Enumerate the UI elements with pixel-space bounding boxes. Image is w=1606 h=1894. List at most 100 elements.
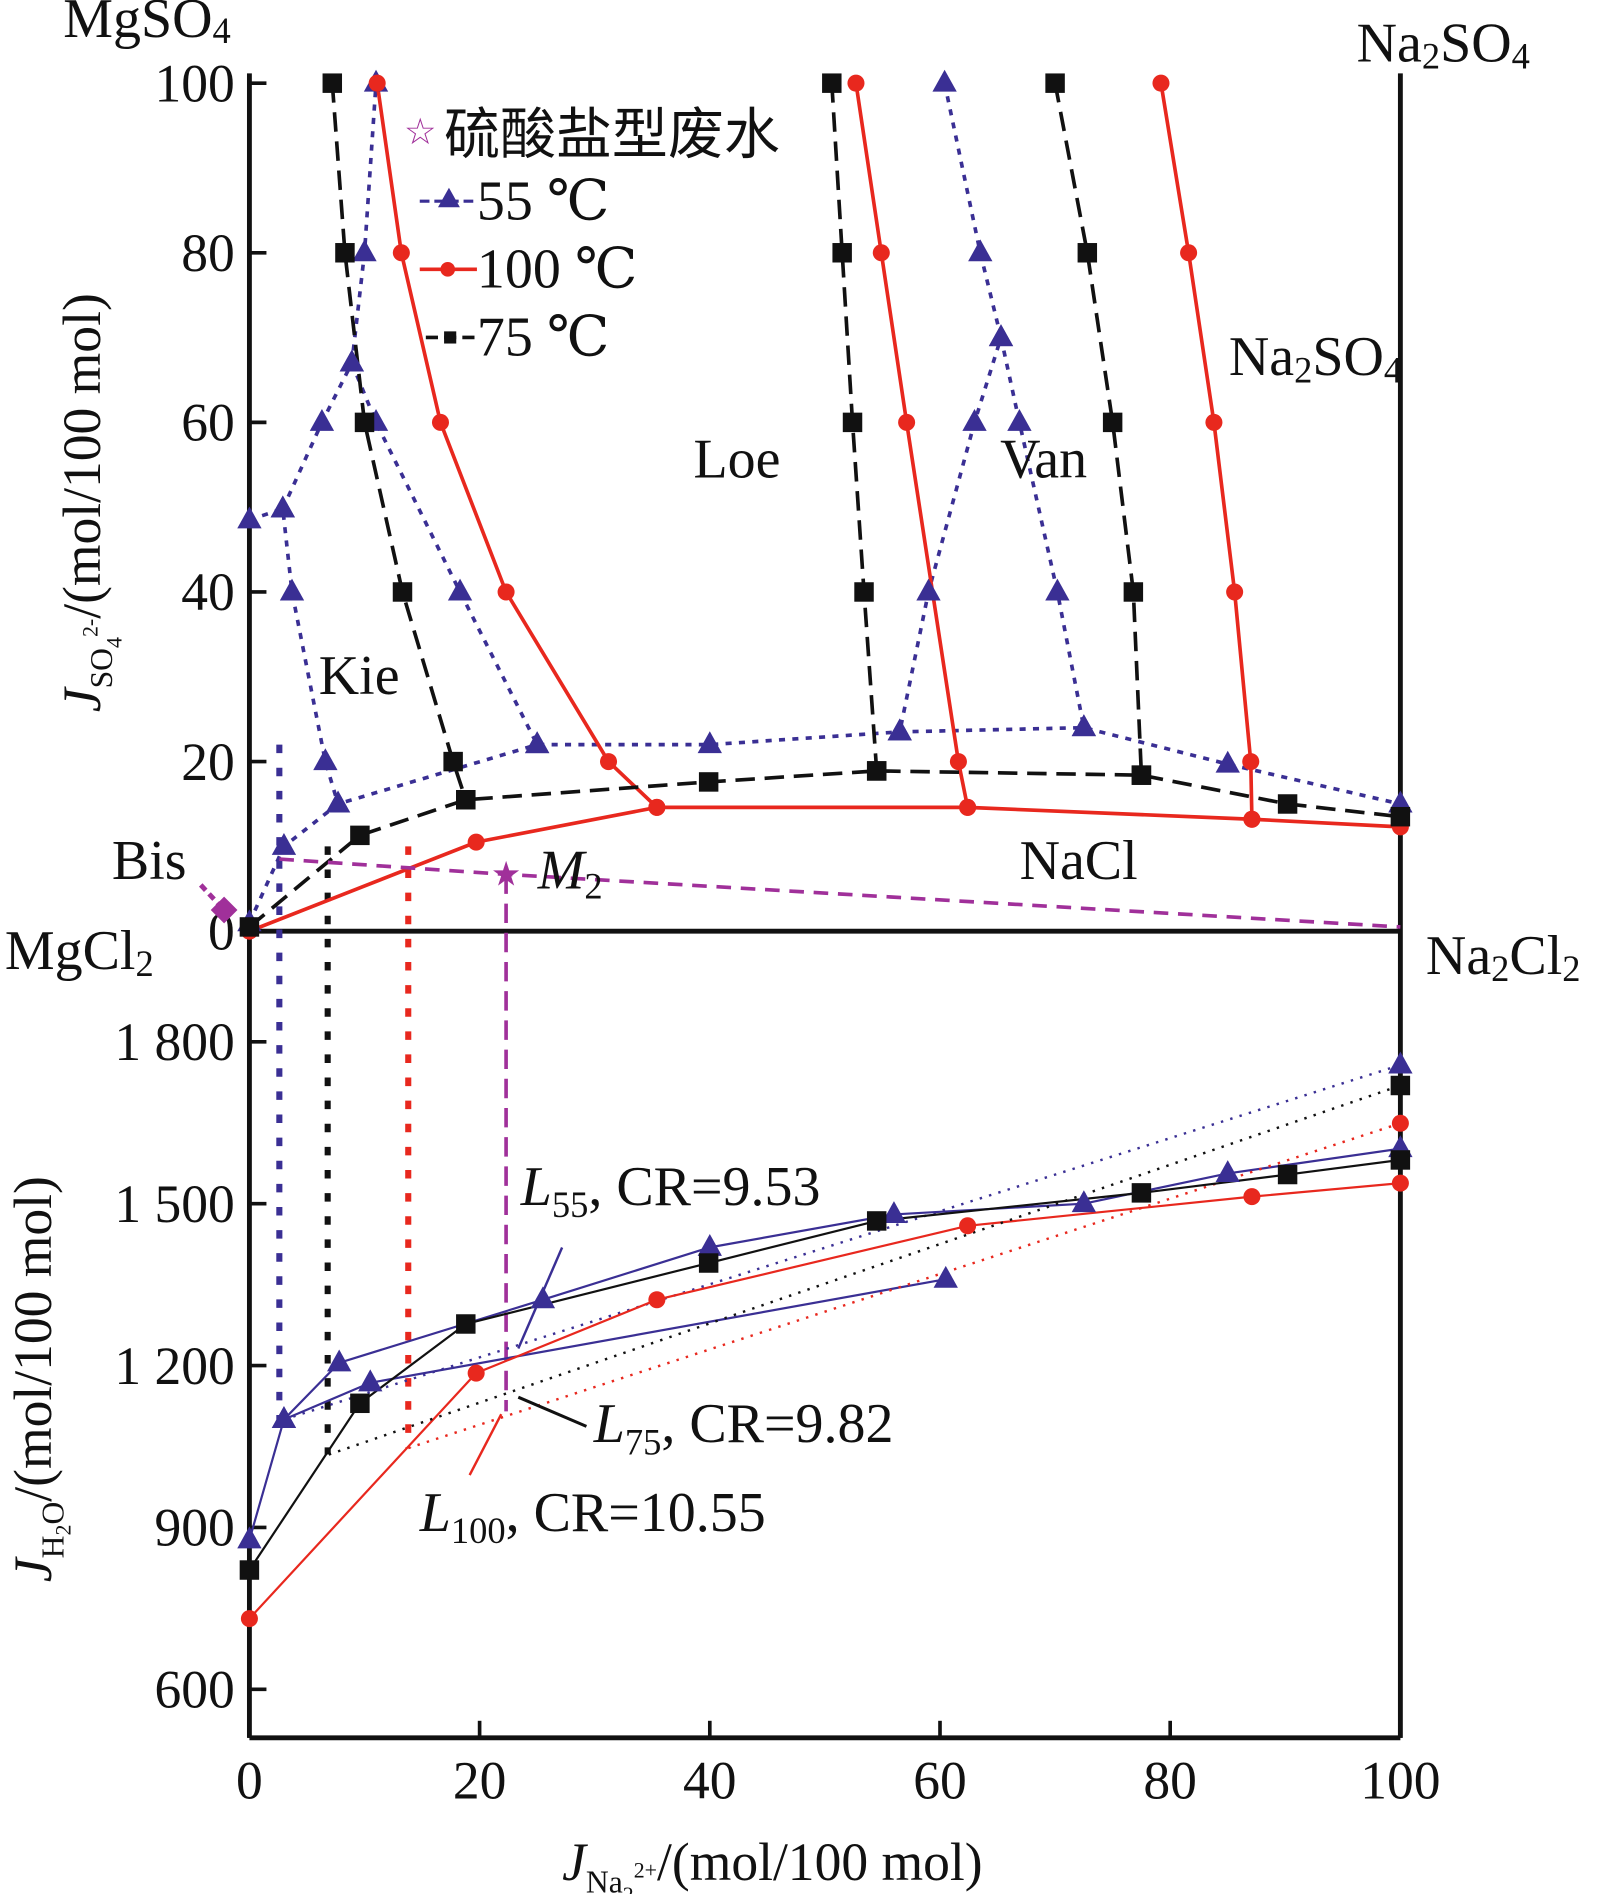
top-point-55 xyxy=(887,718,912,741)
top-point-100 xyxy=(431,413,449,431)
top-point-55 xyxy=(339,349,365,372)
top-y-tick-label: 20 xyxy=(181,732,235,792)
top-point-75 xyxy=(832,243,852,263)
bottom-point-75 xyxy=(1131,1183,1152,1203)
legend-label-wastewater: 硫酸盐型废水 xyxy=(444,105,780,167)
top-point-100 xyxy=(847,74,865,92)
top-point-100 xyxy=(1180,244,1198,262)
bottom-point-55 xyxy=(697,1233,722,1256)
x-tick-label: 20 xyxy=(453,1751,507,1811)
corner-label-na2so4: Na2SO4 xyxy=(1357,12,1530,76)
top-point-100 xyxy=(1205,413,1223,431)
top-point-75 xyxy=(822,73,842,93)
bottom-point-75 xyxy=(239,1560,260,1580)
top-point-100 xyxy=(648,798,666,816)
corner-label-mgcl2: MgCl2 xyxy=(5,920,154,984)
annotation-l100-arrow xyxy=(468,1413,503,1476)
x-tick-label: 60 xyxy=(913,1751,967,1811)
top-point-55 xyxy=(1215,750,1240,773)
top-y-tick-label: 80 xyxy=(181,223,235,283)
top-y-axis-label: JSO42-/(mol/100 mol) xyxy=(52,293,127,712)
top-point-75 xyxy=(1131,765,1152,785)
top-point-75 xyxy=(354,412,375,433)
top-point-55 xyxy=(1007,408,1032,431)
bottom-point-100 xyxy=(959,1217,977,1235)
top-point-55 xyxy=(447,578,473,601)
top-point-55 xyxy=(697,731,722,754)
annotation-l55-arrow xyxy=(517,1247,564,1349)
point-label-m2: M2 xyxy=(537,840,603,907)
x-axis-label: JNa22+/(mol/100 mol) xyxy=(562,1832,982,1894)
bottom-point-55 xyxy=(358,1369,383,1392)
top-phase-boundary-55 xyxy=(247,725,1401,924)
annotation-l55-text: L55, CR=9.53 xyxy=(520,1156,821,1225)
legend-star-icon: ☆ xyxy=(404,111,437,152)
annotation-l100-text: L100, CR=10.55 xyxy=(419,1482,766,1551)
region-label-loe: Loe xyxy=(694,428,781,490)
top-point-75 xyxy=(1277,794,1298,814)
axes xyxy=(246,73,1403,1741)
top-point-55 xyxy=(270,495,295,518)
top-point-100 xyxy=(1243,810,1261,828)
top-phase-boundary-100 xyxy=(248,805,1401,933)
top-point-55 xyxy=(279,578,305,601)
corner-label-mgso4: MgSO4 xyxy=(63,0,231,51)
bottom-point-100 xyxy=(240,1610,258,1628)
top-point-75 xyxy=(443,751,463,772)
annotation-l55: L55, CR=9.53 xyxy=(517,1156,821,1349)
top-phase-boundary-55 xyxy=(281,83,378,510)
top-point-100 xyxy=(1152,74,1170,92)
bottom-point-100 xyxy=(648,1291,666,1309)
bottom-point-55 xyxy=(933,1265,958,1288)
top-point-100 xyxy=(949,753,967,771)
top-point-75 xyxy=(239,917,260,937)
top-point-75 xyxy=(1390,806,1411,827)
region-label-kie: Kie xyxy=(319,645,400,707)
wastewater-line xyxy=(279,857,1401,929)
legend-triangle-icon xyxy=(438,187,460,208)
top-point-55 xyxy=(309,408,335,431)
x-tick-label: 100 xyxy=(1360,1751,1440,1811)
top-point-100 xyxy=(1242,753,1260,771)
top-point-75 xyxy=(854,582,874,602)
top-phase-boundary-75 xyxy=(330,83,468,801)
bottom-y-tick-label: 1 800 xyxy=(114,1012,234,1072)
bottom-point-75 xyxy=(1390,1150,1411,1170)
legend-label-75: 75 ℃ xyxy=(477,307,610,369)
legend-circle-icon xyxy=(440,262,456,277)
annotation-l75: L75, CR=9.82 xyxy=(517,1393,893,1462)
region-label-van: Van xyxy=(1000,428,1087,490)
x-tick-label: 40 xyxy=(683,1751,737,1811)
top-point-100 xyxy=(392,244,410,262)
bottom-y-axis-label: JH2O/(mol/100 mol) xyxy=(3,1176,75,1582)
top-point-75 xyxy=(1123,582,1144,602)
legend: ☆ 硫酸盐型废水 55 ℃ 100 ℃ 75 ℃ xyxy=(404,105,780,369)
bottom-point-100 xyxy=(1391,1174,1409,1192)
bottom-point-55 xyxy=(237,1526,262,1549)
bottom-point-75 xyxy=(456,1314,476,1334)
legend-square-icon xyxy=(444,331,457,344)
region-label-bis: Bis xyxy=(112,830,187,892)
top-point-55 xyxy=(988,324,1014,347)
top-point-100 xyxy=(467,833,485,851)
bottom-point-55 xyxy=(1388,1051,1413,1074)
m2-star-marker: ★ xyxy=(491,856,522,893)
top-point-55 xyxy=(962,408,987,431)
bottom-point-75 xyxy=(350,1393,370,1414)
bottom-y-tick-label: 1 200 xyxy=(114,1336,234,1396)
top-point-75 xyxy=(350,825,370,846)
bottom-point-55 xyxy=(1071,1190,1097,1213)
top-point-55 xyxy=(352,239,377,262)
top-point-75 xyxy=(1045,73,1065,93)
top-y-tick-label: 60 xyxy=(181,393,235,453)
bottom-y-tick-label: 600 xyxy=(155,1660,235,1720)
top-y-tick-label: 100 xyxy=(155,53,235,113)
top-point-100 xyxy=(959,798,977,816)
top-point-55 xyxy=(325,790,351,813)
bottom-y-tick-label: 900 xyxy=(155,1498,235,1558)
top-point-75 xyxy=(1102,412,1123,433)
bottom-point-75 xyxy=(1390,1075,1411,1096)
top-point-75 xyxy=(866,761,887,781)
top-phase-boundary-55 xyxy=(999,337,1086,729)
top-phase-boundary-100 xyxy=(375,82,659,809)
